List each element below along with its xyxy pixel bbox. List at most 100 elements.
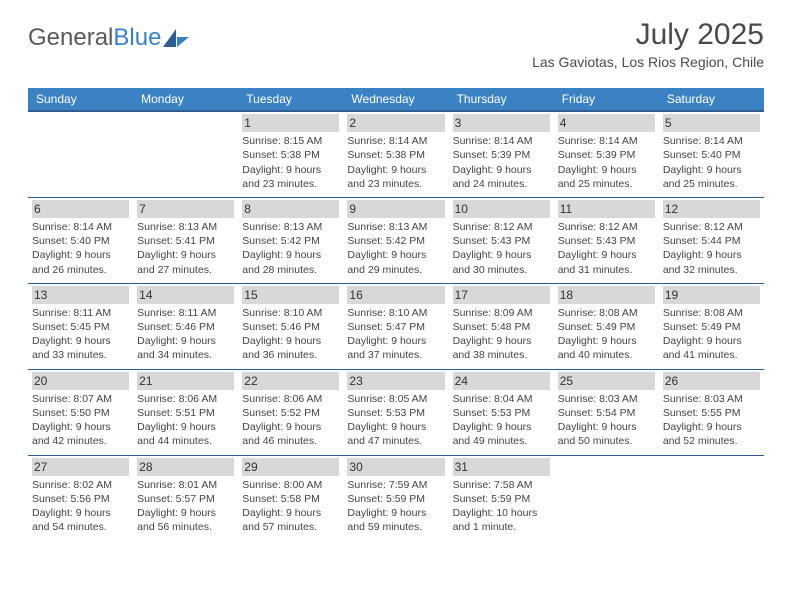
sunrise-line: Sunrise: 8:06 AM (242, 392, 339, 406)
sunrise-line: Sunrise: 7:59 AM (347, 478, 444, 492)
sunrise-line: Sunrise: 8:12 AM (453, 220, 550, 234)
day-header: Tuesday (238, 88, 343, 110)
month-title: July 2025 (532, 18, 764, 52)
sunrise-line: Sunrise: 8:12 AM (558, 220, 655, 234)
day-number: 31 (453, 458, 472, 476)
day-number-row: 2 (347, 114, 444, 132)
day-cell: 2Sunrise: 8:14 AMSunset: 5:38 PMDaylight… (343, 112, 448, 197)
day-number-row: 9 (347, 200, 444, 218)
daylight-line: Daylight: 9 hours and 42 minutes. (32, 420, 129, 448)
day-header-row: SundayMondayTuesdayWednesdayThursdayFrid… (28, 88, 764, 110)
day-number-row: 4 (558, 114, 655, 132)
day-number: 16 (347, 286, 366, 304)
week-row: 6Sunrise: 8:14 AMSunset: 5:40 PMDaylight… (28, 197, 764, 283)
day-cell (554, 456, 659, 541)
day-cell: 5Sunrise: 8:14 AMSunset: 5:40 PMDaylight… (659, 112, 764, 197)
day-number: 30 (347, 458, 366, 476)
sunrise-line: Sunrise: 8:08 AM (558, 306, 655, 320)
day-number-row: 30 (347, 458, 444, 476)
daylight-line: Daylight: 9 hours and 40 minutes. (558, 334, 655, 362)
sunset-line: Sunset: 5:59 PM (347, 492, 444, 506)
day-header: Sunday (28, 88, 133, 110)
sunrise-line: Sunrise: 8:02 AM (32, 478, 129, 492)
sunrise-line: Sunrise: 8:07 AM (32, 392, 129, 406)
day-number-row: 8 (242, 200, 339, 218)
day-cell: 13Sunrise: 8:11 AMSunset: 5:45 PMDayligh… (28, 284, 133, 369)
daylight-line: Daylight: 9 hours and 25 minutes. (663, 163, 760, 191)
day-number: 14 (137, 286, 156, 304)
day-number: 17 (453, 286, 472, 304)
day-number: 1 (242, 114, 255, 132)
day-number: 18 (558, 286, 577, 304)
sunset-line: Sunset: 5:57 PM (137, 492, 234, 506)
sunset-line: Sunset: 5:58 PM (242, 492, 339, 506)
logo-text-part1: General (28, 24, 113, 51)
daylight-line: Daylight: 10 hours and 1 minute. (453, 506, 550, 534)
daylight-line: Daylight: 9 hours and 52 minutes. (663, 420, 760, 448)
sunset-line: Sunset: 5:50 PM (32, 406, 129, 420)
sunset-line: Sunset: 5:46 PM (242, 320, 339, 334)
sunset-line: Sunset: 5:43 PM (453, 234, 550, 248)
day-cell: 14Sunrise: 8:11 AMSunset: 5:46 PMDayligh… (133, 284, 238, 369)
sunrise-line: Sunrise: 8:13 AM (137, 220, 234, 234)
sunset-line: Sunset: 5:44 PM (663, 234, 760, 248)
day-number: 11 (558, 200, 576, 218)
week-row: 1Sunrise: 8:15 AMSunset: 5:38 PMDaylight… (28, 110, 764, 197)
day-cell: 10Sunrise: 8:12 AMSunset: 5:43 PMDayligh… (449, 198, 554, 283)
daylight-line: Daylight: 9 hours and 49 minutes. (453, 420, 550, 448)
day-cell: 21Sunrise: 8:06 AMSunset: 5:51 PMDayligh… (133, 370, 238, 455)
title-block: July 2025 Las Gaviotas, Los Rios Region,… (532, 18, 764, 70)
day-cell: 1Sunrise: 8:15 AMSunset: 5:38 PMDaylight… (238, 112, 343, 197)
sunrise-line: Sunrise: 8:13 AM (242, 220, 339, 234)
sunrise-line: Sunrise: 8:14 AM (453, 134, 550, 148)
sunrise-line: Sunrise: 8:14 AM (347, 134, 444, 148)
sunset-line: Sunset: 5:54 PM (558, 406, 655, 420)
daylight-line: Daylight: 9 hours and 25 minutes. (558, 163, 655, 191)
day-number-row: 5 (663, 114, 760, 132)
sunrise-line: Sunrise: 8:06 AM (137, 392, 234, 406)
sunrise-line: Sunrise: 8:09 AM (453, 306, 550, 320)
day-header: Saturday (659, 88, 764, 110)
day-number: 24 (453, 372, 472, 390)
sunset-line: Sunset: 5:53 PM (347, 406, 444, 420)
day-cell: 25Sunrise: 8:03 AMSunset: 5:54 PMDayligh… (554, 370, 659, 455)
day-number-row: 31 (453, 458, 550, 476)
day-cell: 18Sunrise: 8:08 AMSunset: 5:49 PMDayligh… (554, 284, 659, 369)
day-cell: 12Sunrise: 8:12 AMSunset: 5:44 PMDayligh… (659, 198, 764, 283)
daylight-line: Daylight: 9 hours and 29 minutes. (347, 248, 444, 276)
day-number: 27 (32, 458, 51, 476)
day-number: 10 (453, 200, 472, 218)
day-number-row: 7 (137, 200, 234, 218)
day-cell: 24 Sunrise: 8:04 AMSunset: 5:53 PMDayligh… (449, 370, 554, 455)
day-number-row: 18 (558, 286, 655, 304)
day-number: 25 (558, 372, 577, 390)
sunset-line: Sunset: 5:42 PM (242, 234, 339, 248)
day-number: 20 (32, 372, 51, 390)
logo: GeneralBlue (28, 24, 189, 52)
day-header: Monday (133, 88, 238, 110)
day-cell: 3Sunrise: 8:14 AMSunset: 5:39 PMDaylight… (449, 112, 554, 197)
day-cell: 7Sunrise: 8:13 AMSunset: 5:41 PMDaylight… (133, 198, 238, 283)
day-cell: 8Sunrise: 8:13 AMSunset: 5:42 PMDaylight… (238, 198, 343, 283)
day-number: 28 (137, 458, 156, 476)
day-number: 15 (242, 286, 261, 304)
sunrise-line: Sunrise: 8:12 AM (663, 220, 760, 234)
day-number-row: 29 (242, 458, 339, 476)
daylight-line: Daylight: 9 hours and 47 minutes. (347, 420, 444, 448)
day-header: Wednesday (343, 88, 448, 110)
day-number-row: 21 (137, 372, 234, 390)
sunset-line: Sunset: 5:40 PM (663, 148, 760, 162)
day-number-row: 14 (137, 286, 234, 304)
day-header: Friday (554, 88, 659, 110)
daylight-line: Daylight: 9 hours and 57 minutes. (242, 506, 339, 534)
day-number-row: 19 (663, 286, 760, 304)
week-row: 20Sunrise: 8:07 AMSunset: 5:50 PMDayligh… (28, 369, 764, 455)
sunset-line: Sunset: 5:53 PM (453, 406, 550, 420)
day-number-row: 24 (453, 372, 550, 390)
week-row: 27 Sunrise: 8:02 AMSunset: 5:56 PM Dayligh… (28, 455, 764, 541)
sunrise-line: Sunrise: 8:03 AM (663, 392, 760, 406)
day-number-row: 17 (453, 286, 550, 304)
sunset-line: Sunset: 5:56 PM (32, 492, 129, 506)
sunrise-line: Sunrise: 8:15 AM (242, 134, 339, 148)
sunrise-line: Sunrise: 8:04 AM (453, 392, 550, 406)
